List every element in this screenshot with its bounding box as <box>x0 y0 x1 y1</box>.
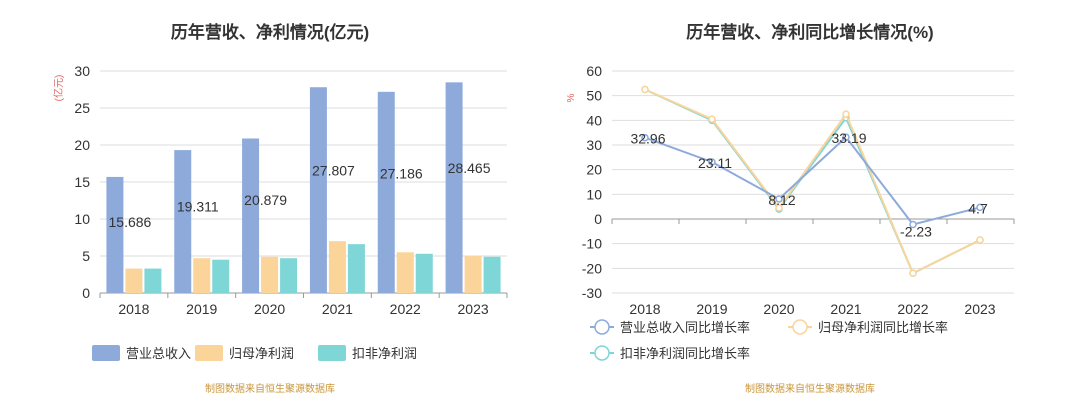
bar <box>212 259 230 293</box>
bar <box>328 241 346 293</box>
bar <box>242 138 260 293</box>
y-tick-label: 10 <box>74 211 90 227</box>
bar <box>174 150 192 293</box>
bar-chart: (亿元) 0 5 10 15 20 25 30 2018 15.686 2019 19.311 2020… <box>52 63 508 361</box>
y-tick-label: -30 <box>582 285 602 301</box>
data-label: 20.879 <box>244 192 287 208</box>
x-tick-label: 2019 <box>186 301 217 317</box>
bar <box>280 258 298 293</box>
y-tick-label: -20 <box>582 260 602 276</box>
data-label: 19.311 <box>177 199 219 215</box>
data-point <box>641 85 649 94</box>
x-tick-label: 2018 <box>118 301 149 317</box>
series-line <box>644 88 981 275</box>
bar-chart-title: 历年营收、净利情况(亿元) <box>170 23 370 42</box>
x-tick-label: 2021 <box>322 301 353 317</box>
data-label: 8.12 <box>768 192 795 208</box>
x-tick-label: 2023 <box>964 301 995 317</box>
data-label: 32.96 <box>630 131 665 147</box>
bar <box>464 256 482 293</box>
x-tick-label: 2022 <box>897 301 928 317</box>
x-tick-label: 2023 <box>458 301 489 317</box>
line-chart-title: 历年营收、净利同比增长情况(%) <box>686 23 934 42</box>
y-tick-label: 50 <box>586 88 602 104</box>
bar <box>377 91 395 293</box>
y-axis-unit-label: (亿元) <box>52 75 65 102</box>
legend-marker <box>594 345 610 361</box>
data-point <box>842 133 850 141</box>
data-label: 27.186 <box>380 165 423 181</box>
bar-chart-source: 制图数据来自恒生聚源数据库 <box>205 384 335 395</box>
legend-label: 营业总收入同比增长率 <box>620 320 750 335</box>
x-tick-label: 2020 <box>763 301 794 317</box>
legend-marker <box>594 319 610 335</box>
y-tick-label: 60 <box>586 63 602 79</box>
y-tick-label: 20 <box>74 137 90 153</box>
x-tick-label: 2020 <box>254 301 285 317</box>
y-axis-unit-label: % <box>566 93 577 102</box>
y-tick-label: 40 <box>586 112 602 128</box>
growth-rate-panel: 历年营收、净利同比增长情况(%) % -30 -20 -10 0 10 20 30 40 50 60… <box>540 0 1080 400</box>
bar <box>261 256 279 293</box>
data-label: 28.465 <box>448 160 491 176</box>
series-line <box>644 135 981 226</box>
bar <box>415 253 433 293</box>
bar <box>144 268 162 293</box>
y-tick-label: 30 <box>74 63 90 79</box>
bar <box>445 82 463 293</box>
revenue-profit-panel: 历年营收、净利情况(亿元) (亿元) 0 5 10 15 20 25 30 2018 15.686… <box>52 23 508 395</box>
legend-swatch <box>92 345 120 361</box>
legend-label: 扣非净利润同比增长率 <box>620 346 750 361</box>
data-label: -2.23 <box>900 224 932 240</box>
data-label: 27.807 <box>312 163 355 179</box>
data-label: 33.19 <box>831 130 866 146</box>
legend-swatch <box>318 345 346 361</box>
y-tick-label: -10 <box>582 236 602 252</box>
data-point <box>708 158 716 166</box>
bar <box>193 258 211 293</box>
data-label: 15.686 <box>109 214 152 230</box>
bar <box>396 252 414 293</box>
data-point <box>909 220 917 229</box>
y-tick-label: 25 <box>74 100 90 116</box>
data-label: 23.11 <box>698 155 732 171</box>
bar <box>125 268 143 293</box>
bar <box>347 244 365 293</box>
legend-label: 归母净利润同比增长率 <box>818 320 948 335</box>
x-tick-label: 2021 <box>830 301 861 317</box>
legend-label: 扣非净利润 <box>352 346 417 361</box>
data-label: 4.7 <box>968 200 988 216</box>
series-line <box>644 88 981 275</box>
legend-label: 营业总收入 <box>126 346 191 361</box>
y-tick-label: 0 <box>82 285 90 301</box>
y-tick-label: 15 <box>74 174 90 190</box>
data-point <box>976 236 984 244</box>
data-point <box>708 115 716 123</box>
y-tick-label: 20 <box>586 162 602 178</box>
data-point <box>775 195 783 203</box>
legend-swatch <box>195 345 223 361</box>
bar <box>309 87 327 293</box>
x-tick-label: 2018 <box>629 301 660 317</box>
y-tick-label: 30 <box>586 137 602 153</box>
y-tick-label: 0 <box>594 211 602 227</box>
y-tick-label: 10 <box>586 186 602 202</box>
data-point <box>641 133 649 142</box>
line-chart-source: 制图数据来自恒生聚源数据库 <box>745 384 875 395</box>
line-chart: % -30 -20 -10 0 10 20 30 40 50 60 2018 2019 2020 2021 2… <box>566 63 1015 361</box>
legend-marker <box>792 319 808 335</box>
data-point <box>775 204 783 212</box>
bar <box>106 176 124 293</box>
bar <box>483 256 501 293</box>
legend-label: 归母净利润 <box>229 346 294 361</box>
y-tick-label: 5 <box>82 248 90 264</box>
data-point <box>842 110 850 118</box>
data-point <box>976 203 984 212</box>
x-tick-label: 2019 <box>696 301 727 317</box>
data-point <box>909 269 917 278</box>
x-tick-label: 2022 <box>390 301 421 317</box>
